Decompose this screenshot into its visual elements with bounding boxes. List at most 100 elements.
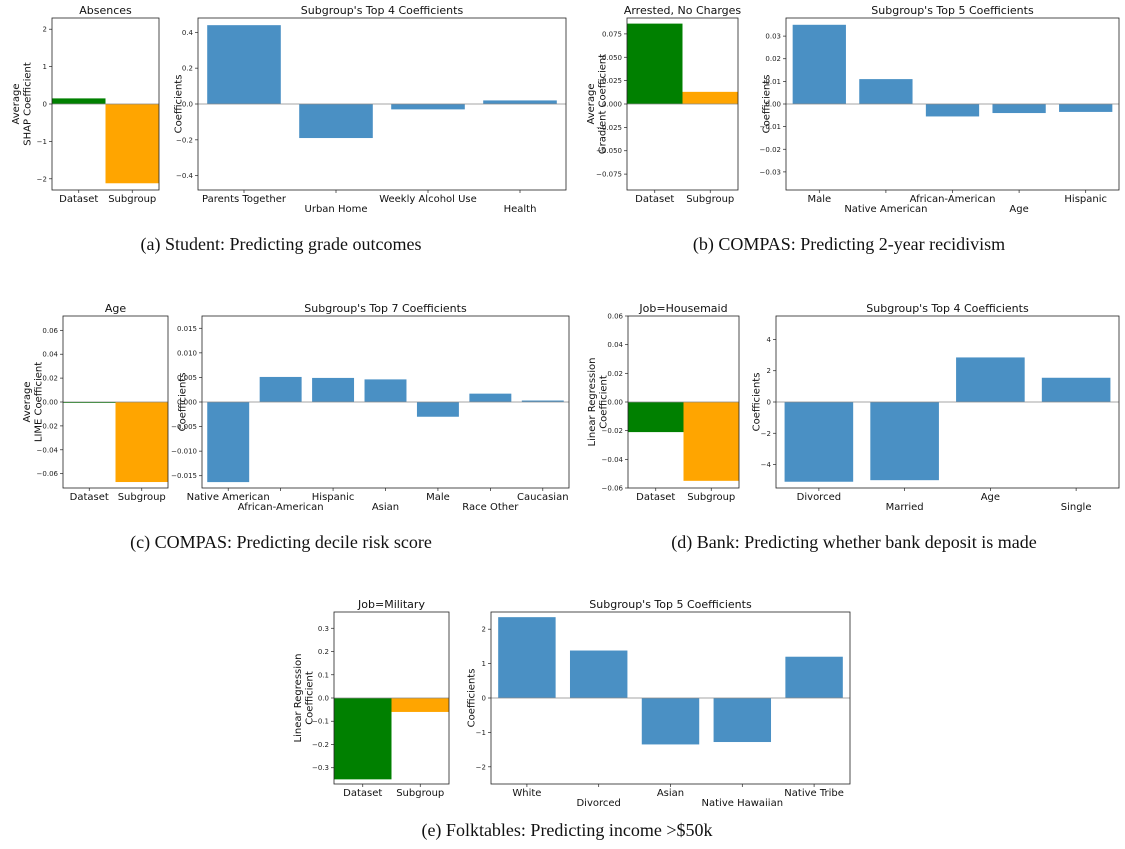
x-tick-label: Caucasian: [517, 492, 569, 503]
x-tick-label: Asian: [372, 502, 399, 513]
chart-title: Subgroup's Top 4 Coefficients: [866, 302, 1029, 315]
y-axis-label: Coefficients: [467, 669, 478, 728]
y-tick-label: 1: [482, 660, 486, 668]
bar-native-tribe: [785, 656, 843, 698]
bar-hispanic: [1059, 104, 1113, 112]
y-tick-label: −0.06: [37, 470, 59, 478]
x-tick-label: Race Other: [462, 502, 519, 513]
x-tick-label: Native Tribe: [784, 788, 844, 799]
bar-subgroup: [115, 402, 168, 483]
y-axis-label-line: Coefficient: [599, 375, 610, 429]
bar-health: [483, 100, 557, 104]
y-tick-label: −1: [37, 138, 47, 146]
chart-4-c: Age AverageLIME Coefficient −0.06 −0.04 −0.0…: [22, 302, 169, 503]
y-tick-label: −2: [761, 430, 771, 438]
bar-native-american: [207, 402, 250, 483]
bar-parents-together: [207, 25, 281, 105]
y-tick-label: 0.075: [602, 30, 622, 38]
bar-urban-home: [299, 104, 373, 139]
bar-male: [416, 402, 459, 417]
y-axis-label: Linear RegressionCoefficient: [293, 654, 316, 743]
bar-african-american: [259, 376, 302, 402]
bar-age: [992, 104, 1046, 114]
x-tick-label: Subgroup: [396, 788, 444, 799]
x-tick-label: Dataset: [343, 788, 382, 799]
bar-weekly-alcohol-use: [391, 104, 465, 110]
bar-subgroup: [105, 104, 159, 184]
x-tick-label: Age: [981, 492, 1000, 503]
y-axis-label-line: Coefficients: [467, 669, 478, 728]
y-tick-label: −0.06: [602, 485, 624, 493]
chart-title: Job=Military: [357, 598, 425, 611]
bar-caucasian: [521, 400, 564, 402]
y-tick-label: −0.2: [312, 741, 329, 749]
chart-5-c: Subgroup's Top 7 Coefficients Coefficient…: [171, 302, 570, 513]
bar-male: [792, 24, 846, 104]
y-tick-label: 2: [482, 626, 486, 634]
caption-c: (c) COMPAS: Predicting decile risk score: [130, 532, 432, 553]
y-axis-label: AverageSHAP Coefficient: [11, 62, 34, 146]
y-axis-label-line: Average: [11, 83, 22, 124]
x-tick-label: Native American: [844, 204, 927, 215]
y-axis-label-line: Coefficient: [305, 671, 316, 725]
bar-dataset: [627, 23, 683, 104]
y-tick-label: 0.04: [42, 351, 58, 359]
y-axis-label-line: Gradient Coefficient: [598, 54, 609, 154]
bar-age: [956, 357, 1025, 402]
x-tick-label: Dataset: [636, 492, 675, 503]
y-tick-label: −0.025: [596, 124, 622, 132]
bar-native-american: [859, 79, 913, 104]
x-tick-label: Hispanic: [312, 492, 355, 503]
x-tick-label: Single: [1061, 502, 1092, 513]
y-axis-label: Coefficients: [174, 75, 185, 134]
y-tick-label: −0.005: [171, 423, 197, 431]
y-tick-label: 0.06: [42, 327, 58, 335]
x-tick-label: Male: [426, 492, 450, 503]
y-tick-label: 0.3: [318, 625, 329, 633]
x-tick-label: Subgroup: [687, 492, 735, 503]
y-tick-label: 0.4: [182, 29, 194, 37]
x-tick-label: Urban Home: [305, 204, 368, 215]
y-axis-label-line: Average: [586, 83, 597, 124]
y-axis-label: AverageGradient Coefficient: [586, 54, 609, 154]
y-axis-label-line: Coefficients: [762, 75, 773, 134]
y-tick-label: 0.02: [765, 55, 781, 63]
chart-title: Subgroup's Top 5 Coefficients: [871, 4, 1034, 17]
y-tick-label: −0.3: [312, 764, 329, 772]
x-tick-label: Subgroup: [108, 194, 156, 205]
y-tick-label: −2: [476, 763, 486, 771]
caption-a: (a) Student: Predicting grade outcomes: [141, 234, 422, 255]
caption-d: (d) Bank: Predicting whether bank deposi…: [671, 532, 1036, 553]
y-tick-label: 2: [43, 26, 47, 34]
y-tick-label: 0.015: [177, 325, 197, 333]
y-tick-label: 4: [767, 336, 772, 344]
y-axis-label-line: SHAP Coefficient: [23, 62, 34, 146]
bar-subgroup: [391, 698, 449, 712]
y-tick-label: 0.005: [177, 374, 197, 382]
x-tick-label: Hispanic: [1064, 194, 1107, 205]
bar-subgroup: [683, 402, 739, 481]
y-tick-label: 0.000: [177, 399, 197, 407]
y-axis-label: AverageLIME Coefficient: [22, 362, 45, 442]
y-axis-label-line: Linear Regression: [587, 358, 598, 447]
chart-title: Age: [105, 302, 127, 315]
y-tick-label: −0.01: [760, 123, 781, 131]
chart-8-e: Job=Military Linear RegressionCoefficient…: [293, 598, 450, 799]
y-axis-label: Coefficients: [752, 373, 763, 432]
y-tick-label: −0.075: [596, 171, 622, 179]
x-tick-label: Native American: [187, 492, 270, 503]
y-axis-label-line: Average: [22, 381, 33, 422]
x-tick-label: Age: [1009, 204, 1028, 215]
x-tick-label: Dataset: [59, 194, 98, 205]
bar-dataset: [628, 402, 684, 433]
y-tick-label: 0.00: [765, 101, 781, 109]
chart-2-b: Arrested, No Charges AverageGradient Coef…: [586, 4, 741, 205]
x-tick-label: Native Hawaiian: [702, 798, 784, 809]
y-axis-label-line: LIME Coefficient: [34, 362, 45, 442]
chart-title: Arrested, No Charges: [624, 4, 742, 17]
chart-1-a: Subgroup's Top 4 Coefficients Coefficient…: [174, 4, 567, 215]
chart-7-d: Subgroup's Top 4 Coefficients Coefficient…: [752, 302, 1120, 513]
y-tick-label: 0.010: [177, 349, 197, 357]
y-tick-label: 0.2: [318, 648, 329, 656]
